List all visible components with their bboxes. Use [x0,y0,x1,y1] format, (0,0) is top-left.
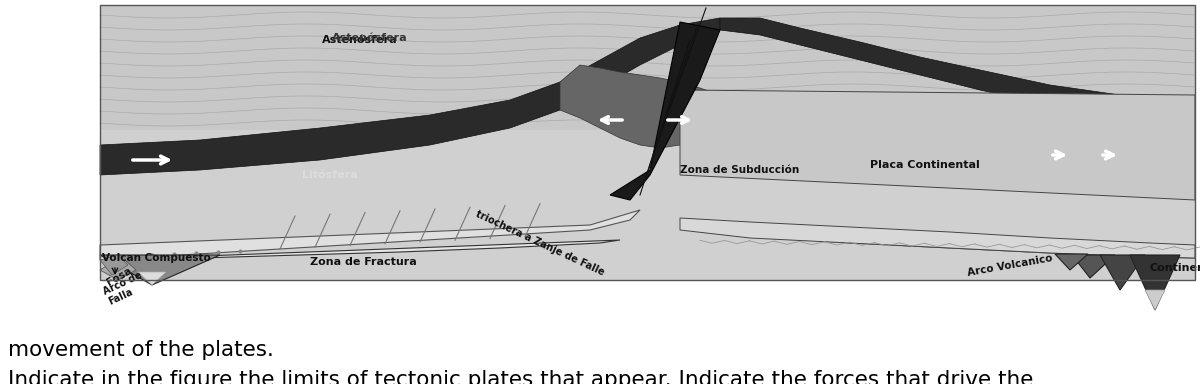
Polygon shape [100,240,620,260]
Bar [100,5,1195,280]
Text: Indicate in the figure the limits of tectonic plates that appear. Indicate the f: Indicate in the figure the limits of tec… [8,370,1033,384]
Polygon shape [1145,290,1165,310]
Polygon shape [560,65,720,148]
Text: Volcan Compuesto: Volcan Compuesto [102,253,211,263]
Text: Zona de Fractura: Zona de Fractura [310,257,416,267]
Polygon shape [100,5,1195,130]
Text: Arco de
Falla: Arco de Falla [102,270,149,307]
Polygon shape [138,272,166,285]
Polygon shape [1055,254,1088,270]
Text: movement of the plates.: movement of the plates. [8,340,274,360]
Polygon shape [100,255,220,285]
Polygon shape [680,218,1195,258]
Text: Astenósfera: Astenósfera [332,33,408,43]
Polygon shape [100,210,640,260]
Polygon shape [100,260,136,280]
Polygon shape [610,22,720,200]
Text: triochera a Zanje de Falle: triochera a Zanje de Falle [474,209,606,278]
Text: Litósfera: Litósfera [302,170,358,180]
Polygon shape [1100,255,1145,290]
Polygon shape [100,18,720,175]
Polygon shape [1130,255,1180,310]
Polygon shape [1072,255,1115,278]
Text: Placa Continental: Placa Continental [870,160,979,170]
Text: Fosa: Fosa [106,266,133,288]
Polygon shape [680,220,1195,258]
Polygon shape [100,255,128,275]
Polygon shape [720,18,1195,120]
Text: Zona de Subducción: Zona de Subducción [680,165,799,175]
Polygon shape [100,5,1195,280]
Text: Continente: Continente [1150,263,1200,273]
Polygon shape [680,90,1195,200]
Text: Astenósfera: Astenósfera [322,35,398,45]
Text: Arco Volcanico: Arco Volcanico [967,253,1054,278]
